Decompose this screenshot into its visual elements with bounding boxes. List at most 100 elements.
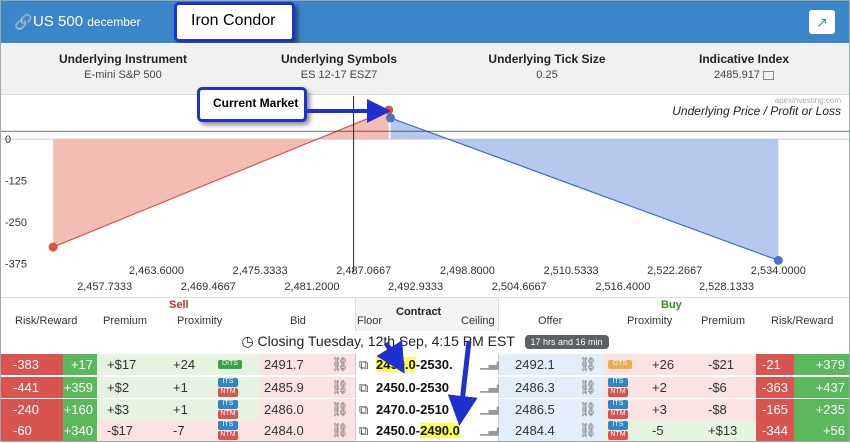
tag-icon[interactable]: ⛓ xyxy=(331,401,349,417)
buy-premium: -$8 xyxy=(708,402,727,417)
risk-cell: -344 xyxy=(756,420,794,441)
y-tick-label: -125 xyxy=(5,176,27,188)
offer-value: 2486.3 xyxy=(515,380,555,395)
instrument-name: US 500 xyxy=(33,13,84,30)
offer-cell[interactable]: 2486.5 ⛓ xyxy=(499,399,604,420)
time-left-badge: 17 hrs and 16 min xyxy=(524,335,609,350)
risk-value: -363 xyxy=(762,380,789,395)
tag-icon[interactable]: ⛓ xyxy=(331,356,349,372)
chart-icon[interactable] xyxy=(762,70,774,80)
bid-cell[interactable]: 2491.7 ⛓ xyxy=(259,354,355,375)
x-tick-label: 2,457.7333 xyxy=(77,281,132,293)
reward-cell: +56 xyxy=(794,420,849,441)
bid-value: 2486.0 xyxy=(264,402,304,417)
info-label: Indicative Index xyxy=(698,52,790,66)
table-row[interactable]: -441 +359 +$2 +1 ITS NTM 2485.9 ⛓ ⧉ 2450.0-2530 ▁▃… xyxy=(1,377,849,398)
risk-cell: -383 xyxy=(1,354,63,375)
table-header: Sell Contract Buy Risk/Reward Premium Pr… xyxy=(1,297,849,331)
x-tick-label: 2,498.8000 xyxy=(440,265,495,277)
reward-cell: +340 xyxy=(63,420,97,441)
contract-floor: 2490.0 xyxy=(376,357,416,372)
contract-cell[interactable]: ⧉ 2450.0-2530 ▁▃▅ xyxy=(355,377,505,398)
underlying-info: Underlying Instrument E-mini S&P 500 Und… xyxy=(1,43,849,95)
reward-value: +340 xyxy=(63,423,93,438)
tag-icon[interactable]: ⛓ xyxy=(579,379,597,395)
instrument-month: december xyxy=(87,15,141,29)
sell-tag-its: ITS xyxy=(218,400,238,409)
contract-cell[interactable]: ⧉ 2450.0-2490.0 ▁▃▅ xyxy=(355,420,505,441)
tag-icon[interactable]: ⛓ xyxy=(331,379,349,395)
sell-tag-its: ITS xyxy=(218,378,238,387)
sell-proximity: +1 xyxy=(173,402,188,417)
table-row[interactable]: -60 +340 -$17 -7 ITS NTM 2484.0 ⛓ ⧉ 2450.0-2490.0… xyxy=(1,420,849,441)
col-bid: Bid xyxy=(290,315,306,327)
risk-cell: -165 xyxy=(756,399,794,420)
risk-value: -165 xyxy=(762,402,789,417)
buy-tag-its: ITS xyxy=(608,421,628,430)
x-tick-label: 2,475.3333 xyxy=(233,265,288,277)
payoff-chart: 0 -125 -250 -375 2,463.6000 2,475.3333 2,487.0… xyxy=(1,96,849,296)
external-link-icon[interactable]: ↗ xyxy=(809,10,835,34)
info-label: Underlying Instrument xyxy=(58,52,187,66)
copy-icon[interactable]: ⧉ xyxy=(359,380,369,395)
contract-cell[interactable]: ⧉ 2490.0-2530. ▁▃▅ xyxy=(355,354,505,375)
watermark: apexinvesting.com xyxy=(774,96,841,105)
col-floor: Floor xyxy=(357,315,383,327)
tag-icon[interactable]: ⛓ xyxy=(579,422,597,438)
x-tick-label: 2,504.6667 xyxy=(492,281,547,293)
y-tick-label: 0 xyxy=(5,134,11,146)
col-premium-sell: Premium xyxy=(103,315,148,327)
col-offer: Offer xyxy=(538,315,563,327)
risk-value: -441 xyxy=(13,380,40,395)
info-value: 2485.917 xyxy=(644,69,844,81)
offer-cell[interactable]: 2492.1 ⛓ xyxy=(499,354,604,375)
risk-value: -383 xyxy=(13,357,40,372)
col-risk-reward-sell: Risk/Reward xyxy=(15,315,78,327)
copy-icon[interactable]: ⧉ xyxy=(359,402,369,417)
buy-tag-ntm: NTM xyxy=(608,410,628,419)
buy-premium: -$21 xyxy=(708,357,735,372)
offer-cell[interactable]: 2486.3 ⛓ xyxy=(499,377,604,398)
reward-cell: +379 xyxy=(794,354,849,375)
sell-cell: -$17 -7 ITS NTM xyxy=(97,420,259,441)
risk-cell: -441 xyxy=(1,377,63,398)
offer-cell[interactable]: 2484.4 ⛓ xyxy=(499,420,604,441)
buy-tag-ntm: NTM xyxy=(608,431,628,440)
offer-value: 2492.1 xyxy=(515,357,555,372)
tag-icon[interactable]: ⛓ xyxy=(331,422,349,438)
closing-info: ◷ Closing Tuesday, 12th Sep, 4:15 PM EST… xyxy=(1,333,849,353)
info-tick-size: Underlying Tick Size 0.25 xyxy=(447,52,647,81)
panel-title: US 500 december xyxy=(33,13,141,30)
info-value: E-mini S&P 500 xyxy=(84,69,162,81)
risk-cell: -60 xyxy=(1,420,63,441)
payoff-chart-svg: 0 -125 -250 -375 2,463.6000 2,475.3333 2,487.0… xyxy=(1,96,849,293)
bid-cell[interactable]: 2486.0 ⛓ xyxy=(259,399,355,420)
buy-premium: +$13 xyxy=(708,423,738,438)
risk-value: -344 xyxy=(762,423,789,438)
copy-icon[interactable]: ⧉ xyxy=(359,423,369,438)
risk-cell: -21 xyxy=(756,354,794,375)
table-row[interactable]: -383 +17 +$17 +24 DITS 2491.7 ⛓ ⧉ 2490.0-2530. ▁▃… xyxy=(1,354,849,375)
bid-cell[interactable]: 2484.0 ⛓ xyxy=(259,420,355,441)
sell-tag-ntm: NTM xyxy=(218,388,238,397)
link-icon[interactable]: 🔗 xyxy=(14,14,33,31)
reward-value: +359 xyxy=(63,380,93,395)
clock-icon: ◷ xyxy=(241,333,254,349)
x-tick-label: 2,487.0667 xyxy=(336,265,391,277)
risk-value: -60 xyxy=(13,423,32,438)
buy-tag: OTS xyxy=(608,360,632,369)
tag-icon[interactable]: ⛓ xyxy=(579,356,597,372)
copy-icon[interactable]: ⧉ xyxy=(359,357,369,372)
buy-proximity: +26 xyxy=(652,357,675,372)
tag-icon[interactable]: ⛓ xyxy=(579,401,597,417)
x-tick-label: 2,516.4000 xyxy=(595,281,650,293)
col-proximity-sell: Proximity xyxy=(177,315,223,327)
bid-cell[interactable]: 2485.9 ⛓ xyxy=(259,377,355,398)
reward-cell: +17 xyxy=(63,354,97,375)
risk-cell: -363 xyxy=(756,377,794,398)
chart-title: Underlying Price / Profit or Loss xyxy=(672,104,841,118)
table-row[interactable]: -240 +160 +$3 +1 ITS NTM 2486.0 ⛓ ⧉ 2470.0-2510 ▁▃… xyxy=(1,399,849,420)
reward-value: +379 xyxy=(815,357,845,372)
contract-cell[interactable]: ⧉ 2470.0-2510 ▁▃▅ xyxy=(355,399,505,420)
sell-tag-ntm: NTM xyxy=(218,431,238,440)
